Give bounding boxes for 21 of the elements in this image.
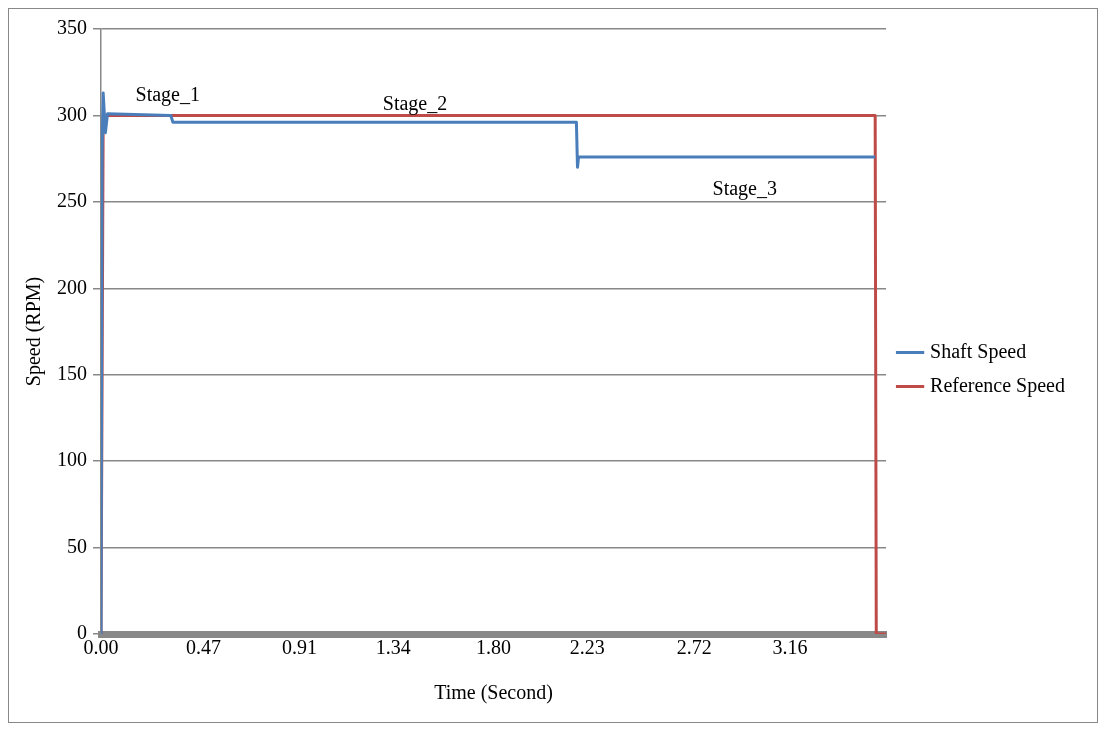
x-tick-label: 1.80 xyxy=(476,636,512,659)
legend-label: Reference Speed xyxy=(930,373,1065,397)
x-tick-label: 0.47 xyxy=(186,636,221,659)
legend-label: Shaft Speed xyxy=(930,339,1027,363)
x-tick-label: 1.34 xyxy=(375,636,411,659)
x-tick-label: 2.72 xyxy=(676,636,712,659)
y-tick-label: 350 xyxy=(57,16,87,39)
annotation: Stage_2 xyxy=(382,91,448,115)
annotation: Stage_1 xyxy=(135,82,200,106)
annotation: Stage_3 xyxy=(712,176,777,200)
y-tick-label: 100 xyxy=(57,448,87,471)
x-tick-label: 2.23 xyxy=(569,636,605,659)
y-tick-label: 50 xyxy=(67,534,87,557)
x-axis-title: Time (Second) xyxy=(434,681,553,705)
y-tick-label: 200 xyxy=(57,275,87,298)
x-tick-label: 0.91 xyxy=(281,636,317,659)
x-tick-label: 3.16 xyxy=(772,636,808,659)
y-tick-label: 150 xyxy=(57,361,87,384)
y-tick-label: 300 xyxy=(57,102,87,125)
y-axis-title: Speed (RPM) xyxy=(22,276,46,387)
y-tick-label: 250 xyxy=(57,189,87,212)
